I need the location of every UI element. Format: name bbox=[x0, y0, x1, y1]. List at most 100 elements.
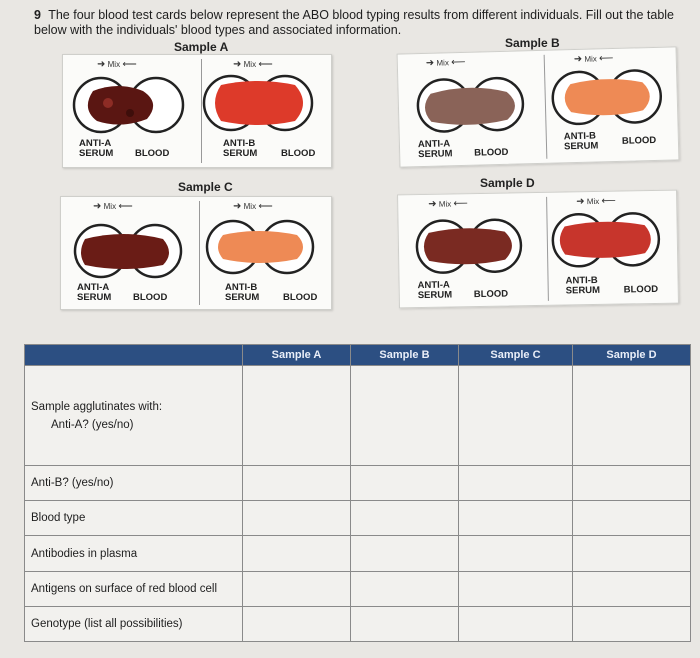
header-blank bbox=[24, 344, 243, 366]
serum-text: SERUM bbox=[563, 140, 599, 153]
cell-c-blood-type[interactable] bbox=[458, 500, 573, 537]
table-header-row: Sample A Sample B Sample C Sample D bbox=[24, 344, 691, 366]
cell-b-anti-a[interactable] bbox=[350, 364, 459, 467]
serum-text: SERUM bbox=[225, 292, 260, 303]
card-d-mix-left: ➜ Mix ⟵ bbox=[428, 198, 468, 210]
cell-b-antigens[interactable] bbox=[350, 570, 459, 607]
serum-text: SERUM bbox=[418, 148, 453, 161]
cell-a-blood-type[interactable] bbox=[242, 500, 351, 537]
card-d-label-anti-b: ANTI-B SERUM BLOOD bbox=[565, 275, 658, 297]
cell-c-antigens[interactable] bbox=[458, 570, 573, 607]
cell-c-anti-a[interactable] bbox=[458, 364, 573, 467]
mix-label: Mix bbox=[103, 202, 117, 211]
card-a-divider bbox=[201, 59, 202, 163]
serum-text: SERUM bbox=[79, 148, 114, 159]
row-label-antigens: Antigens on surface of red blood cell bbox=[24, 570, 243, 607]
card-b-mix-left: ➜ Mix ⟵ bbox=[425, 56, 466, 69]
cell-c-genotype[interactable] bbox=[458, 605, 573, 643]
mix-label: Mix bbox=[586, 196, 600, 207]
card-b-label-anti-b: ANTI-B SERUM BLOOD bbox=[563, 130, 657, 153]
cell-b-genotype[interactable] bbox=[350, 605, 459, 643]
card-b-wells bbox=[416, 69, 663, 133]
row-label-anti-b: Anti-B? (yes/no) bbox=[24, 465, 243, 502]
test-card-a: ➜ Mix ⟵ ➜ Mix ⟵ ANTI-A SERUM BLOOD ANTI-… bbox=[62, 54, 332, 168]
card-b-label-anti-a: ANTI-A SERUM BLOOD bbox=[418, 138, 509, 161]
cell-c-antibodies[interactable] bbox=[458, 535, 573, 572]
test-card-c: ➜ Mix ⟵ ➜ Mix ⟵ ANTI-A SERUM BLOOD ANTI-… bbox=[60, 196, 332, 310]
card-a-wells bbox=[72, 74, 314, 134]
card-a-label-anti-b: ANTI-B SERUM BLOOD bbox=[223, 138, 315, 159]
cell-d-anti-a[interactable] bbox=[572, 364, 691, 467]
card-d-label-anti-a: ANTI-A SERUM BLOOD bbox=[417, 280, 509, 302]
card-c-wells bbox=[73, 219, 315, 279]
mix-label: Mix bbox=[436, 58, 450, 68]
header-sample-a: Sample A bbox=[242, 344, 351, 366]
cell-b-blood-type[interactable] bbox=[350, 500, 459, 537]
serum-text: SERUM bbox=[223, 148, 258, 159]
table-row: Blood type bbox=[24, 500, 691, 537]
blood-text: BLOOD bbox=[133, 292, 168, 303]
cell-b-antibodies[interactable] bbox=[350, 535, 459, 572]
mix-label: Mix bbox=[107, 60, 121, 69]
cell-d-genotype[interactable] bbox=[572, 605, 691, 643]
serum-text: SERUM bbox=[417, 289, 453, 302]
table-row: Antigens on surface of red blood cell bbox=[24, 570, 691, 607]
table-row: Genotype (list all possibilities) bbox=[24, 605, 691, 643]
test-card-d: ➜ Mix ⟵ ➜ Mix ⟵ ANTI-A SERUM BLOOD ANTI-… bbox=[397, 189, 679, 309]
question-body: The four blood test cards below represen… bbox=[34, 8, 675, 37]
anti-b-text: ANTI-B bbox=[225, 282, 258, 293]
cell-d-antigens[interactable] bbox=[572, 570, 691, 607]
cell-a-anti-a[interactable] bbox=[242, 364, 351, 467]
row-group-label: Sample agglutinates with: bbox=[31, 400, 163, 413]
row-label-antibodies: Antibodies in plasma bbox=[24, 535, 243, 572]
header-sample-d: Sample D bbox=[572, 344, 691, 366]
blood-text: BLOOD bbox=[135, 148, 170, 159]
test-card-b: ➜ Mix ⟵ ➜ Mix ⟵ ANTI-A SERUM BLOOD ANTI-… bbox=[396, 46, 680, 168]
blood-text: BLOOD bbox=[621, 134, 657, 147]
anti-a-text: ANTI-A bbox=[77, 282, 110, 293]
cell-a-antigens[interactable] bbox=[242, 570, 351, 607]
card-a-mix-left: ➜ Mix ⟵ bbox=[97, 59, 137, 70]
cell-d-anti-b[interactable] bbox=[572, 465, 691, 502]
table-row: Sample agglutinates with: Anti-A? (yes/n… bbox=[24, 364, 691, 467]
sample-a-label: Sample A bbox=[174, 40, 229, 54]
blood-text: BLOOD bbox=[283, 292, 318, 303]
header-sample-c: Sample C bbox=[458, 344, 573, 366]
anti-b-text: ANTI-B bbox=[223, 138, 256, 149]
mix-label: Mix bbox=[243, 60, 257, 69]
card-c-label-anti-a: ANTI-A SERUM BLOOD bbox=[77, 282, 167, 303]
blood-text: BLOOD bbox=[474, 146, 509, 159]
header-sample-b: Sample B bbox=[350, 344, 459, 366]
card-c-label-anti-b: ANTI-B SERUM BLOOD bbox=[225, 282, 317, 303]
cell-c-anti-b[interactable] bbox=[458, 465, 573, 502]
cell-d-antibodies[interactable] bbox=[572, 535, 691, 572]
card-c-divider bbox=[199, 201, 200, 305]
table-row: Anti-B? (yes/no) bbox=[24, 465, 691, 502]
mix-label: Mix bbox=[438, 199, 452, 209]
row-label-blood-type: Blood type bbox=[24, 500, 243, 537]
cell-a-genotype[interactable] bbox=[242, 605, 351, 643]
card-d-mix-right: ➜ Mix ⟵ bbox=[576, 195, 616, 208]
row-label-genotype: Genotype (list all possibilities) bbox=[24, 605, 243, 643]
answer-table: Sample A Sample B Sample C Sample D Samp… bbox=[24, 344, 691, 643]
cell-a-anti-b[interactable] bbox=[242, 465, 351, 502]
card-b-mix-right: ➜ Mix ⟵ bbox=[573, 53, 614, 66]
mix-label: Mix bbox=[243, 202, 257, 211]
serum-text: SERUM bbox=[77, 292, 112, 303]
card-a-mix-right: ➜ Mix ⟵ bbox=[233, 59, 273, 70]
blood-text: BLOOD bbox=[281, 148, 316, 159]
sample-c-label: Sample C bbox=[178, 180, 233, 194]
cell-b-anti-b[interactable] bbox=[350, 465, 459, 502]
row-label-anti-a: Sample agglutinates with: Anti-A? (yes/n… bbox=[24, 364, 243, 467]
cell-a-antibodies[interactable] bbox=[242, 535, 351, 572]
question-number: 9 bbox=[34, 8, 41, 22]
cell-d-blood-type[interactable] bbox=[572, 500, 691, 537]
blood-text: BLOOD bbox=[623, 283, 659, 296]
sample-d-label: Sample D bbox=[480, 176, 535, 190]
card-c-mix-right: ➜ Mix ⟵ bbox=[233, 201, 273, 212]
card-c-mix-left: ➜ Mix ⟵ bbox=[93, 201, 133, 212]
sample-b-label: Sample B bbox=[505, 36, 560, 50]
row-sublabel: Anti-A? (yes/no) bbox=[51, 418, 134, 431]
serum-text: SERUM bbox=[565, 284, 601, 297]
mix-label: Mix bbox=[584, 54, 597, 64]
